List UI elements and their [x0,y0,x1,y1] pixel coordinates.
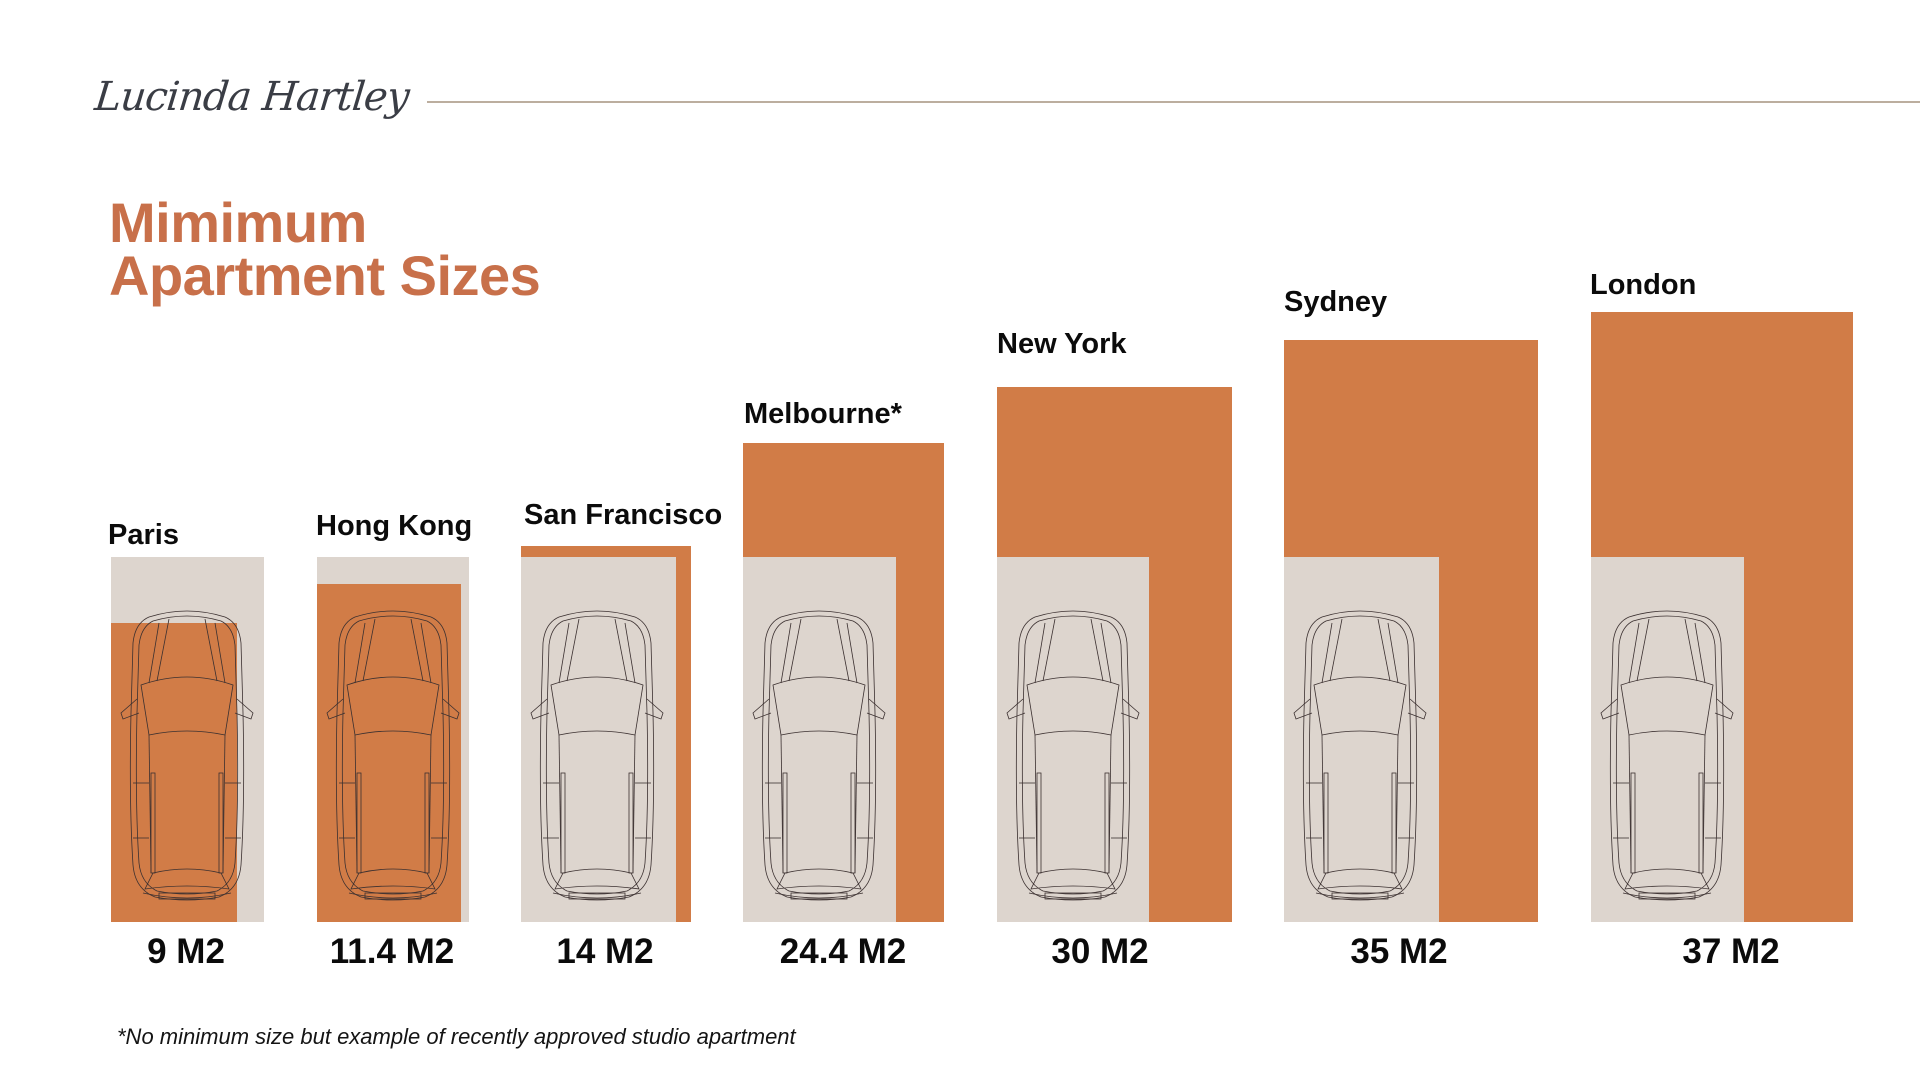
title-line-2: Apartment Sizes [109,244,541,307]
title-line-1: Mimimum [109,191,367,254]
city-label: Sydney [1284,286,1388,318]
value-label: 11.4 M2 [329,932,455,971]
value-label: 9 M2 [147,932,225,971]
city-label: London [1590,269,1697,301]
car-outline-icon [751,603,887,908]
value-label: 30 M2 [1051,932,1149,971]
value-label: 24.4 M2 [779,932,907,971]
value-label: 37 M2 [1682,932,1780,971]
value-label: 14 M2 [556,932,654,971]
city-label: New York [997,328,1127,360]
city-label: Paris [108,519,179,551]
car-outline-icon [1005,603,1141,908]
city-label: Melbourne* [744,398,902,430]
car-outline-icon [119,603,255,908]
car-outline-icon [1292,603,1428,908]
footnote: *No minimum size but example of recently… [117,1024,796,1049]
value-label: 35 M2 [1350,932,1448,971]
city-label: San Francisco [524,499,723,531]
car-outline-icon [529,603,665,908]
car-outline-icon [325,603,461,908]
city-label: Hong Kong [316,510,473,542]
car-outline-icon [1599,603,1735,908]
page-title: Mimimum Apartment Sizes [109,191,541,307]
apartment-size-bar [317,584,461,922]
header-divider [427,101,1920,103]
author-logo: Lucinda Hartley [92,74,411,120]
